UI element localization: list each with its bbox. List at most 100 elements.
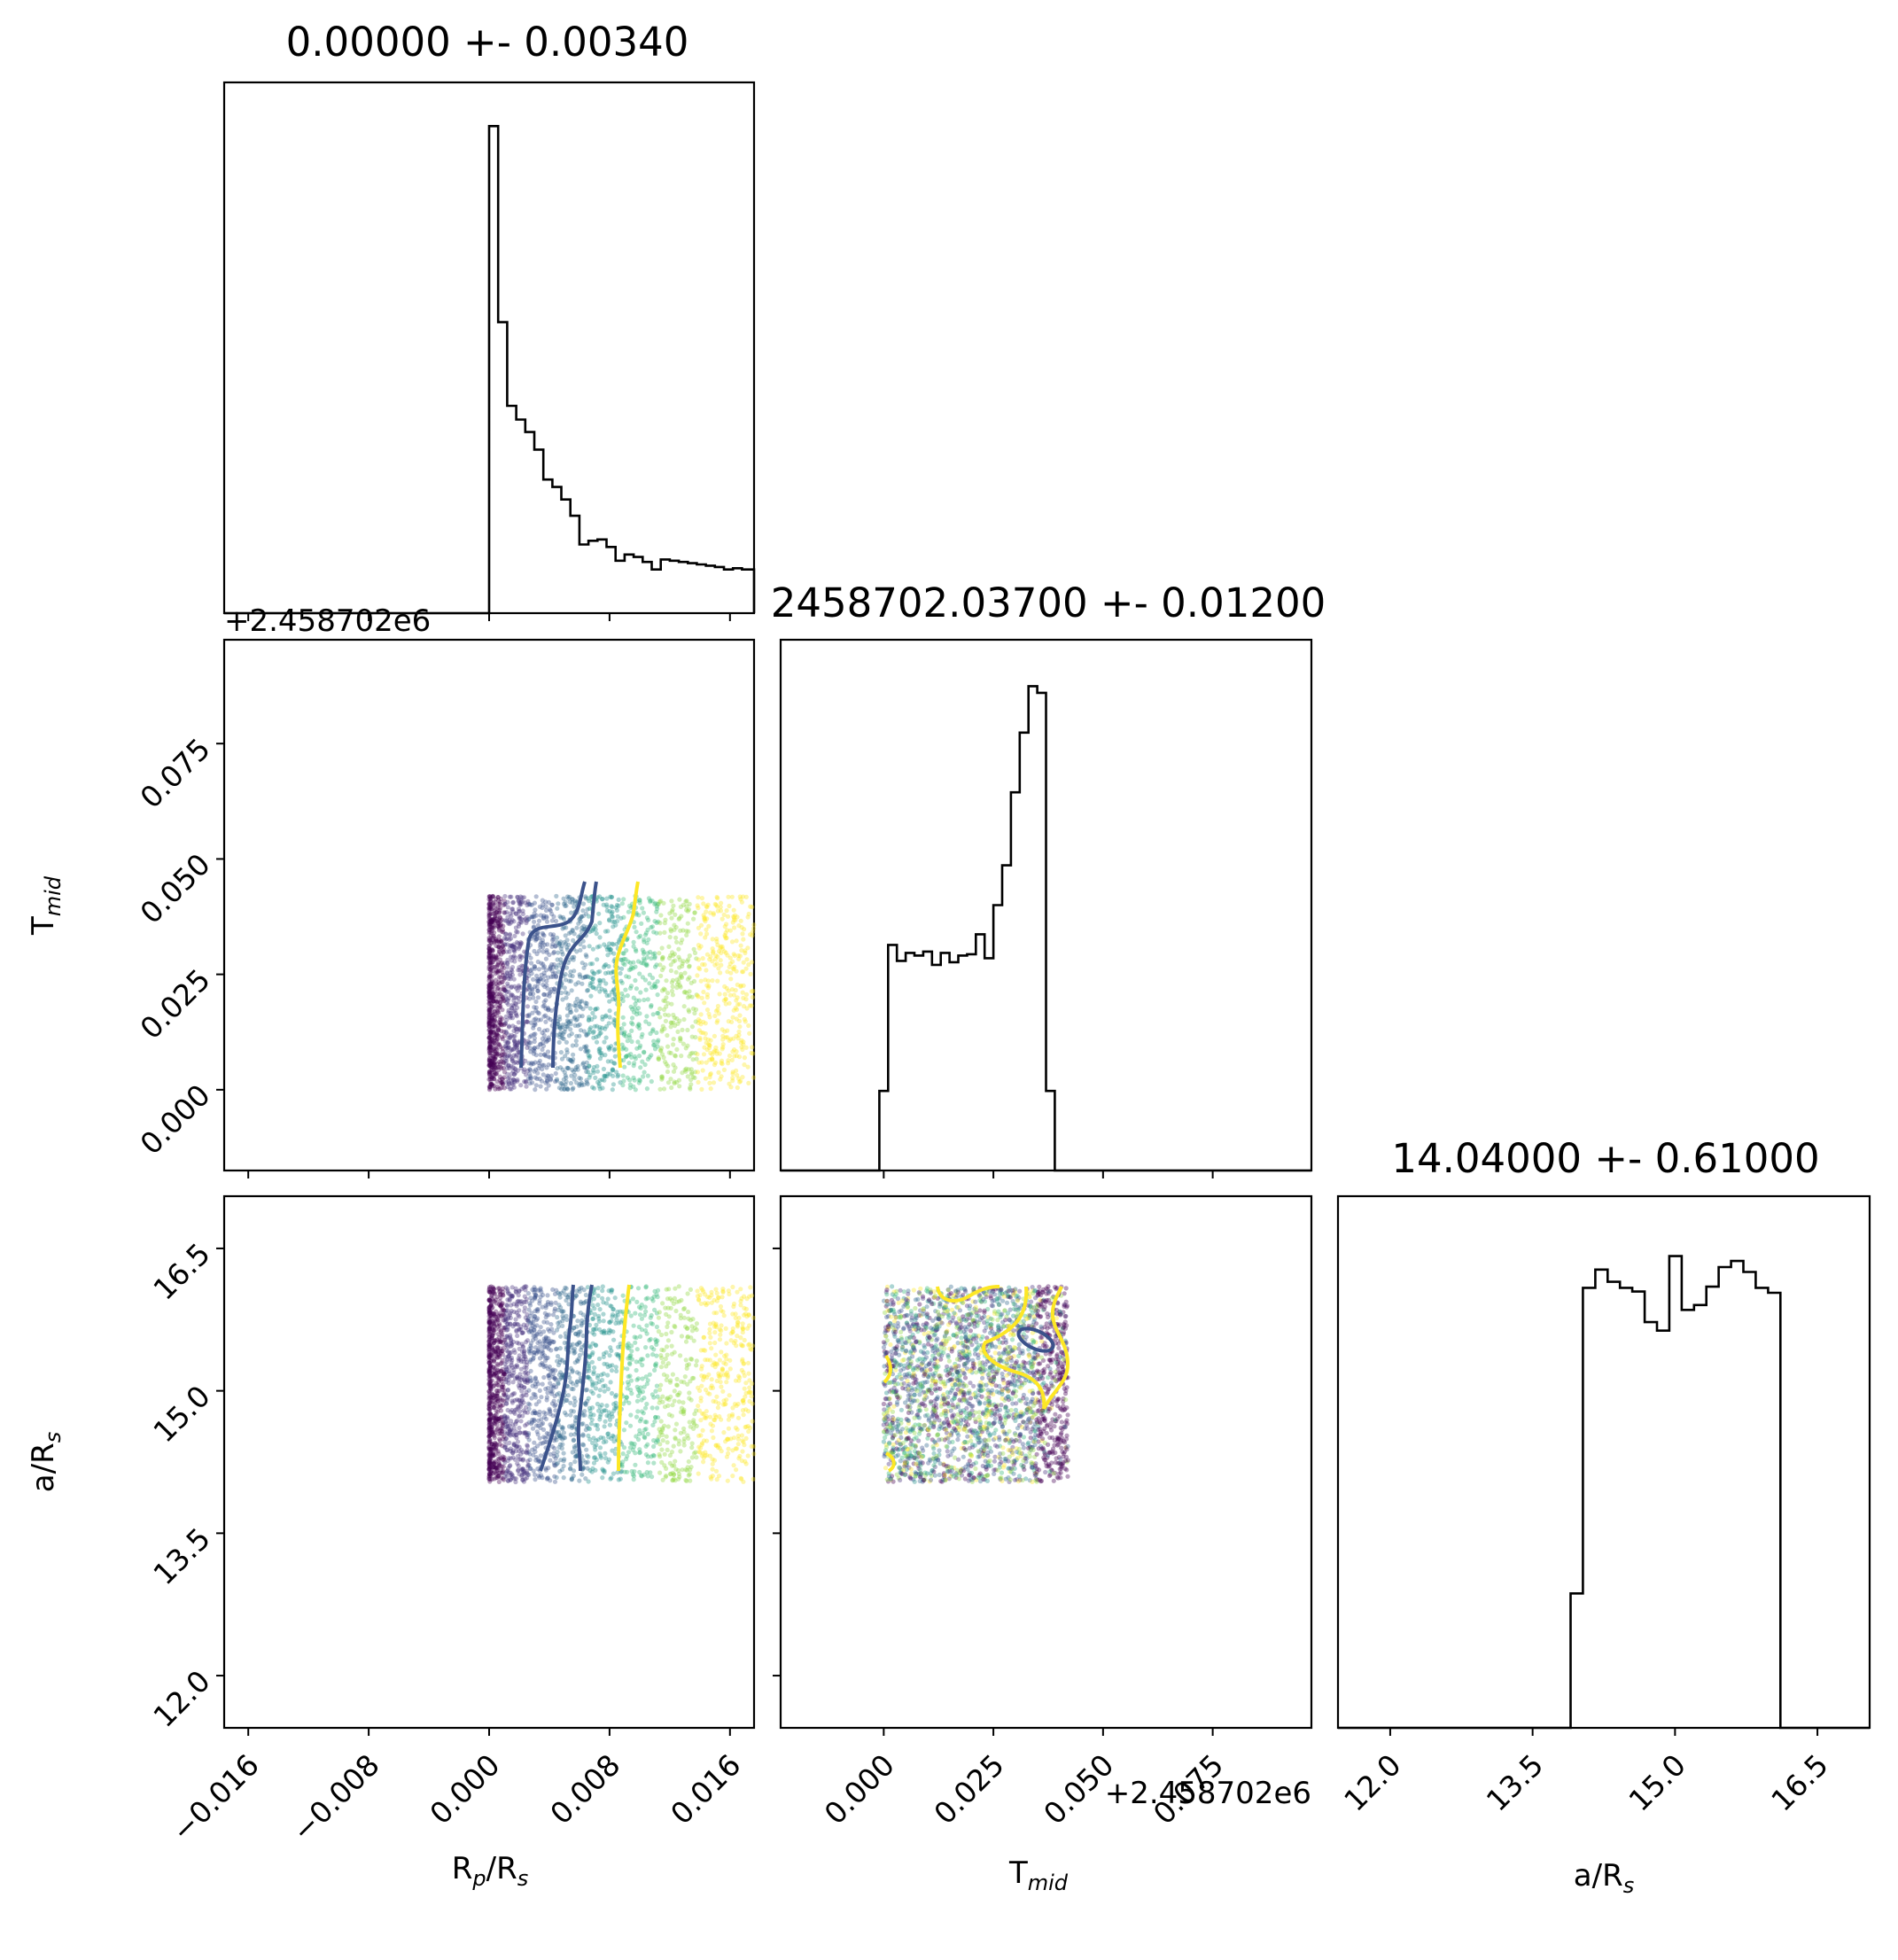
scatter-point: [718, 905, 723, 910]
scatter-point: [721, 1398, 727, 1404]
scatter-point: [584, 974, 589, 979]
scatter-point: [525, 902, 530, 908]
scatter-point: [490, 1013, 495, 1018]
scatter-point: [725, 1028, 730, 1033]
scatter-point: [503, 1029, 509, 1034]
scatter-point: [487, 956, 494, 961]
scatter-point: [511, 944, 517, 949]
scatter-point: [732, 913, 738, 918]
scatter-point: [537, 1388, 542, 1393]
scatter-point: [498, 922, 504, 927]
scatter-point: [722, 949, 727, 954]
scatter-point: [640, 1031, 645, 1037]
scatter-point: [683, 1339, 689, 1344]
scatter-point: [661, 1086, 667, 1092]
scatter-point: [496, 1028, 502, 1033]
scatter-point: [607, 992, 612, 998]
scatter-point: [626, 959, 631, 964]
scatter-point: [614, 1368, 619, 1373]
scatter-point: [739, 925, 744, 930]
scatter-point: [616, 1344, 621, 1349]
scatter-point: [534, 932, 540, 937]
scatter-point: [488, 1079, 494, 1085]
scatter-point: [701, 901, 706, 906]
scatter-point: [713, 1045, 719, 1050]
scatter-point: [596, 1408, 602, 1413]
scatter-point: [504, 1000, 510, 1006]
scatter-point: [494, 1051, 500, 1056]
scatter-point: [736, 1032, 742, 1038]
scatter-point: [490, 917, 495, 922]
scatter-point: [526, 984, 532, 990]
scatter-point: [639, 921, 644, 926]
scatter-point: [721, 1313, 727, 1318]
scatter-point: [537, 1301, 542, 1306]
scatter-point: [506, 996, 511, 1001]
scatter-point: [494, 1047, 500, 1053]
scatter-point: [597, 980, 603, 985]
scatter-point: [718, 1332, 723, 1337]
scatter-point: [587, 1368, 592, 1373]
scatter-point: [592, 1290, 597, 1295]
scatter-point: [594, 1326, 599, 1332]
scatter-point: [738, 1078, 743, 1084]
scatter-point: [677, 915, 682, 921]
scatter-point: [637, 1025, 642, 1031]
scatter-point: [587, 1015, 592, 1020]
scatter-point: [530, 1417, 535, 1423]
scatter-point: [560, 997, 565, 1002]
scatter-point: [561, 1288, 566, 1294]
scatter-point: [602, 942, 607, 947]
scatter-point: [533, 999, 539, 1005]
scatter-point: [655, 992, 660, 998]
scatter-point: [580, 1442, 586, 1447]
scatter-point: [583, 1048, 588, 1054]
scatter-point: [720, 1289, 726, 1295]
scatter-point: [559, 1081, 564, 1086]
scatter-point: [527, 1068, 533, 1073]
scatter-point: [678, 1449, 683, 1454]
scatter-point: [502, 987, 507, 992]
scatter-point: [524, 1072, 529, 1077]
scatter-point: [716, 949, 722, 954]
scatter-point: [568, 1058, 573, 1063]
scatter-point: [669, 1020, 674, 1025]
scatter-point: [569, 1059, 574, 1064]
scatter-point: [497, 1074, 502, 1079]
scatter-point: [722, 984, 727, 989]
scatter-point: [735, 1427, 740, 1432]
scatter-point: [698, 1030, 704, 1035]
scatter-point: [584, 1060, 589, 1065]
scatter-point: [591, 1371, 596, 1376]
scatter-point: [570, 928, 575, 934]
scatter-point: [498, 987, 503, 992]
scatter-point: [536, 1066, 541, 1071]
scatter-point: [518, 899, 524, 906]
scatter-point: [538, 1362, 543, 1367]
scatter-point: [619, 1042, 625, 1047]
scatter-point: [702, 1000, 707, 1006]
scatter-point: [651, 1395, 657, 1400]
scatter-point: [687, 989, 692, 994]
scatter-point: [503, 937, 509, 942]
scatter-point: [664, 1331, 669, 1337]
scatter-point: [641, 1411, 646, 1416]
scatter-point: [529, 961, 534, 966]
scatter-point: [492, 964, 497, 969]
scatter-point: [609, 1390, 615, 1396]
scatter-point: [751, 1051, 756, 1056]
scatter-point: [543, 1315, 548, 1320]
scatter-point: [598, 1031, 603, 1036]
scatter-point: [658, 898, 664, 904]
scatter-point: [599, 986, 604, 992]
scatter-point: [514, 1052, 519, 1057]
scatter-point: [634, 998, 639, 1003]
scatter-point: [605, 953, 611, 958]
scatter-point: [576, 1330, 581, 1335]
scatter-point: [516, 1383, 521, 1388]
scatter-point: [495, 968, 501, 974]
scatter-point: [696, 1471, 701, 1476]
scatter-point: [508, 970, 513, 976]
scatter-point: [646, 896, 652, 901]
scatter-rp-ars-panel: −0.016 −0.008 0.000 0.008 0.01612.013.515.01…: [146, 1194, 757, 1848]
